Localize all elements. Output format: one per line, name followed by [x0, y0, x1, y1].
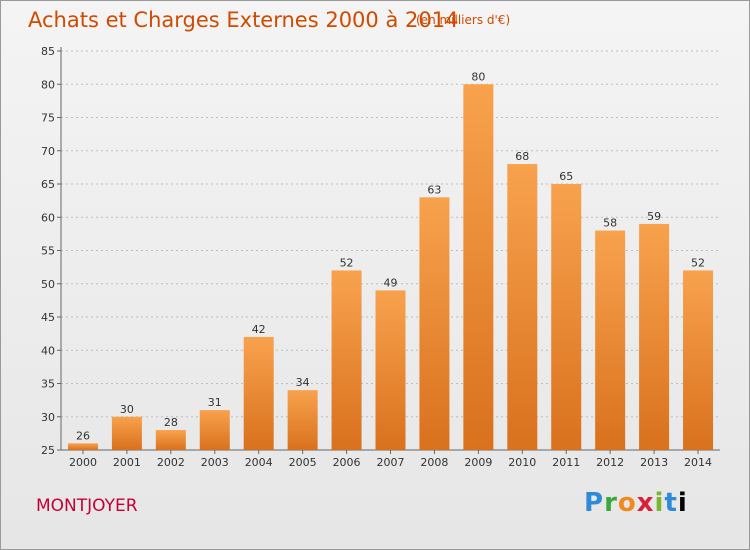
- data-label: 34: [296, 376, 310, 389]
- logo-letter: t: [664, 488, 678, 518]
- y-tick-label: 80: [41, 78, 55, 91]
- bar: [551, 184, 582, 450]
- x-tick-label: 2007: [377, 456, 405, 469]
- bar: [67, 443, 98, 450]
- data-label: 58: [603, 217, 617, 230]
- bar: [111, 416, 142, 450]
- logo-letter: r: [604, 488, 618, 518]
- bars: [67, 84, 714, 451]
- bar: [507, 164, 538, 451]
- x-tick-label: 2014: [684, 456, 712, 469]
- y-tick-label: 35: [41, 378, 55, 391]
- x-tick-label: 2000: [69, 456, 97, 469]
- data-label: 65: [559, 170, 573, 183]
- x-tick-label: 2009: [464, 456, 492, 469]
- x-tick-label: 2001: [113, 456, 141, 469]
- bar: [639, 223, 670, 450]
- y-tick-label: 25: [41, 444, 55, 457]
- y-tick-label: 65: [41, 178, 55, 191]
- proxiti-logo: Proxiti: [584, 488, 688, 518]
- y-tick-label: 70: [41, 145, 55, 158]
- bar: [375, 290, 406, 450]
- bar: [463, 84, 494, 450]
- data-label: 49: [384, 276, 398, 289]
- data-label: 59: [647, 210, 661, 223]
- y-tick-label: 60: [41, 211, 55, 224]
- chart-subtitle: (en milliers d'€): [416, 13, 511, 27]
- value-labels: 26 30 28 31 42 34 52 49 63 80 68 65 58 59 52: [76, 70, 705, 442]
- x-tick-label: 2006: [333, 456, 361, 469]
- y-tick-label: 45: [41, 311, 55, 324]
- bar: [683, 270, 714, 450]
- data-label: 63: [427, 183, 441, 196]
- x-tick-label: 2008: [420, 456, 448, 469]
- logo-letter: i: [677, 488, 688, 518]
- x-tick-label: 2005: [289, 456, 317, 469]
- bar: [595, 230, 626, 450]
- chart-title: Achats et Charges Externes 2000 à 2014: [28, 8, 459, 32]
- x-tick-label: 2013: [640, 456, 668, 469]
- data-label: 28: [164, 416, 178, 429]
- location-name: MONTJOYER: [36, 496, 138, 516]
- x-tick-label: 2010: [508, 456, 536, 469]
- bar: [287, 390, 318, 450]
- data-label: 52: [691, 256, 705, 269]
- y-tick-label: 50: [41, 278, 55, 291]
- data-label: 68: [515, 150, 529, 163]
- y-tick-label: 30: [41, 411, 55, 424]
- y-tick-label: 55: [41, 245, 55, 258]
- logo-letter: x: [636, 488, 655, 518]
- tick-labels: 25 30 35 40 45 50 55 60 65 70 75 80 85 2000 2001 2002 20…: [41, 45, 712, 469]
- y-tick-label: 85: [41, 45, 55, 58]
- x-tick-label: 2004: [245, 456, 273, 469]
- data-label: 42: [252, 323, 266, 336]
- bar: [155, 430, 186, 450]
- y-tick-label: 40: [41, 344, 55, 357]
- logo-letter: i: [654, 488, 665, 518]
- bar: [331, 270, 362, 450]
- logo-letter: o: [617, 488, 637, 518]
- data-label: 31: [208, 396, 222, 409]
- x-tick-label: 2012: [596, 456, 624, 469]
- x-tick-label: 2002: [157, 456, 185, 469]
- bar: [243, 336, 274, 450]
- bar: [199, 410, 230, 450]
- x-tick-label: 2011: [552, 456, 580, 469]
- data-label: 26: [76, 429, 90, 442]
- data-label: 80: [471, 70, 485, 83]
- data-label: 52: [340, 256, 354, 269]
- bar: [419, 197, 450, 450]
- x-tick-label: 2003: [201, 456, 229, 469]
- data-label: 30: [120, 403, 134, 416]
- logo-letter: P: [584, 488, 605, 518]
- y-tick-label: 75: [41, 112, 55, 125]
